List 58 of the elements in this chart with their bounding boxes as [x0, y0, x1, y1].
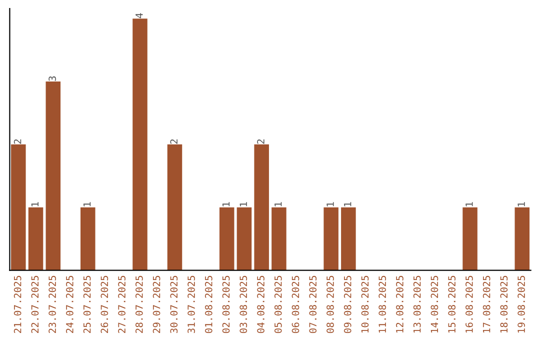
data-label: 1 [240, 202, 247, 206]
x-tick-label: 22.07.2025 [31, 276, 39, 333]
data-label: 2 [170, 139, 178, 144]
x-tick-label: 16.08.2025 [466, 276, 473, 333]
bar [514, 207, 530, 270]
data-label: 4 [136, 13, 143, 18]
bar [462, 207, 478, 270]
x-tick-label: 30.07.2025 [170, 276, 178, 334]
bar [80, 207, 96, 270]
data-label: 1 [222, 202, 230, 206]
data-label: 1 [344, 202, 352, 206]
x-tick-label: 03.08.2025 [240, 276, 248, 334]
x-tick-label: 27.07.2025 [118, 276, 126, 333]
data-label: 2 [14, 139, 22, 144]
bar [11, 144, 26, 270]
data-label: 2 [257, 139, 264, 144]
x-tick-label: 26.07.2025 [100, 276, 108, 333]
bar [236, 207, 252, 270]
x-tick-label: 29.07.2025 [152, 276, 160, 333]
x-tick-label: 31.07.2025 [188, 276, 195, 334]
x-tick-label: 23.07.2025 [48, 276, 56, 333]
x-tick-label: 09.08.2025 [344, 276, 352, 334]
bar [28, 207, 44, 270]
x-tick-label: 07.08.2025 [309, 276, 317, 334]
x-tick-label: 18.08.2025 [500, 276, 508, 333]
bar [254, 144, 269, 270]
bar [132, 18, 148, 270]
bar [341, 207, 356, 270]
x-tick-label: 24.07.2025 [66, 276, 74, 333]
x-tick-label: 25.07.2025 [83, 276, 91, 333]
data-label: 1 [466, 202, 473, 206]
bar [46, 82, 61, 270]
x-tick-label: 15.08.2025 [448, 276, 456, 333]
x-tick-label: 04.08.2025 [257, 276, 264, 334]
data-label: 1 [518, 202, 525, 206]
bar [219, 207, 234, 270]
x-tick-label: 17.08.2025 [482, 276, 490, 333]
x-tick-label: 12.08.2025 [396, 276, 404, 333]
bar [272, 207, 286, 270]
x-tick-label: 08.08.2025 [326, 276, 334, 334]
data-label: 1 [84, 202, 91, 206]
x-tick-label: 21.07.2025 [14, 276, 22, 333]
data-label: 1 [31, 202, 38, 206]
x-tick-label: 10.08.2025 [361, 276, 369, 333]
data-label: 3 [48, 76, 56, 81]
bar [324, 207, 338, 270]
x-tick-label: 02.08.2025 [222, 276, 230, 334]
x-tick-label: 11.08.2025 [378, 276, 386, 333]
data-label: 1 [274, 202, 282, 206]
x-tick-label: 06.08.2025 [292, 276, 300, 334]
x-tick-label: 19.08.2025 [518, 276, 525, 333]
bar [167, 144, 182, 270]
x-tick-label: 14.08.2025 [430, 276, 438, 333]
data-label: 1 [326, 202, 334, 206]
x-tick-label: 28.07.2025 [135, 276, 143, 333]
x-tick-label: 01.08.2025 [204, 276, 212, 334]
x-tick-label: 05.08.2025 [274, 276, 282, 334]
x-tick-label: 13.08.2025 [413, 276, 421, 333]
